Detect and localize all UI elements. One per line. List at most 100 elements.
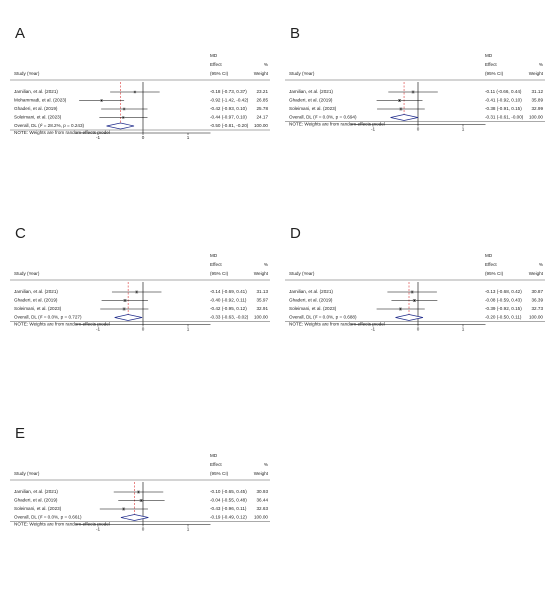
weight-header: % bbox=[264, 262, 268, 267]
effect-ci: -0.38 (-0.91, 0.15) bbox=[485, 106, 522, 111]
point-estimate bbox=[140, 499, 142, 502]
overall-diamond bbox=[395, 314, 424, 321]
weight: 32.73 bbox=[532, 306, 544, 311]
effect-ci: -0.14 (-0.69, 0.41) bbox=[210, 289, 247, 294]
weight-header: % bbox=[264, 62, 268, 67]
effect-ci: -0.42 (-0.95, 0.12) bbox=[210, 306, 247, 311]
point-estimate bbox=[137, 491, 140, 493]
x-tick-label: 1 bbox=[462, 127, 465, 132]
effect-header: MD bbox=[485, 253, 493, 258]
study-header: Study (Year) bbox=[289, 71, 315, 76]
point-estimate bbox=[134, 91, 136, 93]
x-tick-label: 0 bbox=[417, 127, 420, 132]
weight: 30.87 bbox=[532, 289, 544, 294]
note: NOTE: Weights are from random-effects mo… bbox=[14, 322, 110, 327]
study-name: Ghaderi, et al. (2019) bbox=[14, 498, 58, 503]
weight-header: % bbox=[539, 262, 543, 267]
effect-ci: -0.20 (-0.50, 0.11) bbox=[485, 315, 522, 320]
weight: 32.99 bbox=[532, 106, 544, 111]
weight: 23.21 bbox=[257, 89, 269, 94]
x-tick-label: -1 bbox=[96, 327, 101, 332]
effect-ci: -0.33 (-0.63, -0.02) bbox=[210, 315, 249, 320]
study-header: Study (Year) bbox=[289, 271, 315, 276]
study-name: Overall, DL (I² = 0.0%, p = 0.688) bbox=[289, 315, 357, 320]
x-tick-label: 0 bbox=[142, 327, 145, 332]
effect-ci: -0.08 (-0.59, 0.43) bbox=[485, 298, 522, 303]
effect-ci: -0.40 (-0.92, 0.11) bbox=[210, 298, 247, 303]
study-name: Overall, DL (I² = 28.2%, p = 0.243) bbox=[14, 123, 85, 128]
x-tick-label: 0 bbox=[142, 135, 145, 140]
forest-panel: D MD Effect (95% CI)% Weight Study (Year) Jami… bbox=[285, 225, 545, 332]
effect-ci: -0.31 (-0.61, -0.00) bbox=[485, 115, 524, 120]
effect-header: (95% CI) bbox=[485, 71, 504, 76]
point-estimate bbox=[399, 308, 402, 310]
effect-header: Effect bbox=[485, 262, 497, 267]
study-name: Soleimani, et al. (2023) bbox=[14, 306, 62, 311]
study-name: Soleimani, et al. (2023) bbox=[14, 115, 62, 120]
x-tick-label: 1 bbox=[462, 327, 465, 332]
effect-header: (95% CI) bbox=[485, 271, 504, 276]
effect-ci: -0.44 (-0.97, 0.10) bbox=[210, 115, 247, 120]
effect-ci: -0.50 (-0.81, -0.20) bbox=[210, 123, 249, 128]
effect-header: (95% CI) bbox=[210, 471, 229, 476]
overall-diamond bbox=[106, 122, 135, 130]
weight: 36.39 bbox=[532, 298, 544, 303]
weight: 100.00 bbox=[529, 115, 543, 120]
effect-ci: -0.92 (-1.42, -0.42) bbox=[210, 98, 249, 103]
x-tick-label: 1 bbox=[187, 135, 190, 140]
study-name: Ghaderi, et al. (2019) bbox=[14, 298, 58, 303]
study-name: Jamilian, et al. (2021) bbox=[289, 289, 333, 294]
forest-panel: B MD Effect (95% CI)% Weight Study (Year) Jami… bbox=[285, 25, 545, 132]
weight: 100.00 bbox=[254, 315, 268, 320]
study-name: Overall, DL (I² = 0.0%, p = 0.661) bbox=[14, 515, 82, 520]
weight: 24.17 bbox=[257, 115, 269, 120]
x-tick-label: -1 bbox=[96, 135, 101, 140]
panel-label: B bbox=[290, 25, 300, 42]
study-name: Jamilian, et al. (2021) bbox=[14, 289, 58, 294]
study-name: Mohammadi, et al. (2023) bbox=[14, 98, 67, 103]
effect-header: Effect bbox=[210, 462, 222, 467]
point-estimate bbox=[124, 299, 126, 302]
point-estimate bbox=[412, 91, 414, 93]
effect-ci: -0.04 (-0.55, 0.48) bbox=[210, 498, 247, 503]
overall-diamond bbox=[114, 314, 143, 321]
effect-header: MD bbox=[210, 453, 218, 458]
weight-header: Weight bbox=[254, 271, 269, 276]
x-tick-label: -1 bbox=[96, 527, 101, 532]
weight: 32.91 bbox=[257, 306, 269, 311]
effect-ci: -0.43 (-0.96, 0.11) bbox=[210, 506, 247, 511]
study-name: Soleimani, et al. (2023) bbox=[289, 106, 337, 111]
weight-header: Weight bbox=[254, 71, 269, 76]
study-name: Jamilian, et al. (2021) bbox=[14, 489, 58, 494]
effect-ci: -0.13 (-0.68, 0.42) bbox=[485, 289, 522, 294]
study-name: Overall, DL (I² = 0.0%, p = 0.727) bbox=[14, 315, 82, 320]
x-tick-label: -1 bbox=[371, 127, 376, 132]
note: NOTE: Weights are from random-effects mo… bbox=[14, 130, 110, 135]
weight-header: Weight bbox=[529, 271, 544, 276]
effect-header: Effect bbox=[210, 62, 222, 67]
weight: 100.00 bbox=[254, 123, 268, 128]
point-estimate bbox=[413, 299, 415, 302]
weight-header: % bbox=[264, 462, 268, 467]
panel-label: E bbox=[15, 425, 25, 442]
point-estimate bbox=[136, 291, 138, 293]
weight: 35.89 bbox=[532, 98, 544, 103]
forest-panel: A MD Effect (95% CI)% Weight Study (Year) Jami… bbox=[10, 25, 270, 140]
weight: 100.00 bbox=[254, 515, 268, 520]
effect-header: (95% CI) bbox=[210, 271, 229, 276]
point-estimate bbox=[123, 308, 125, 310]
study-name: Ghaderi, et al. (2019) bbox=[14, 106, 58, 111]
panel-label: D bbox=[290, 225, 301, 242]
effect-ci: -0.11 (-0.66, 0.44) bbox=[485, 89, 522, 94]
weight: 100.00 bbox=[529, 315, 543, 320]
weight: 25.78 bbox=[257, 106, 269, 111]
effect-header: Effect bbox=[210, 262, 222, 267]
point-estimate bbox=[122, 116, 124, 119]
point-estimate bbox=[101, 99, 103, 102]
point-estimate bbox=[400, 108, 402, 110]
study-header: Study (Year) bbox=[14, 71, 40, 76]
x-tick-label: 1 bbox=[187, 327, 190, 332]
effect-header: Effect bbox=[485, 62, 497, 67]
